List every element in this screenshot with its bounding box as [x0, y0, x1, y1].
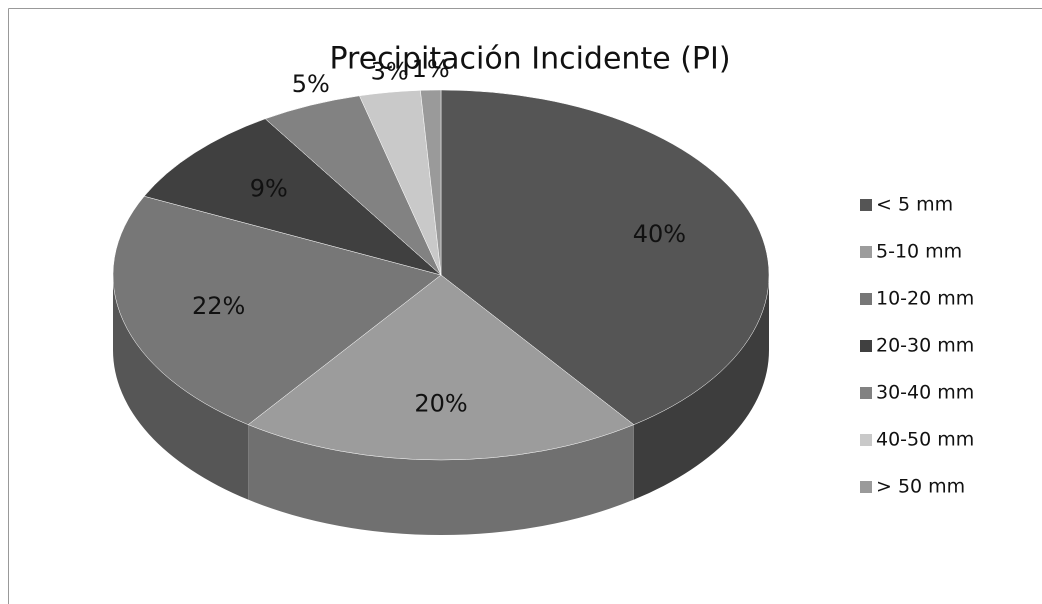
- slice: [143, 118, 442, 276]
- legend-swatch: [860, 387, 872, 399]
- pie-labels: 40% 20% 22% 9% 5% 3% 1%: [192, 55, 686, 417]
- legend-label: > 50 mm: [876, 476, 965, 498]
- legend-label: 10-20 mm: [876, 288, 974, 310]
- slice-side: [633, 275, 769, 500]
- slice: [247, 274, 635, 461]
- slice: [420, 89, 442, 276]
- legend-swatch: [860, 434, 872, 446]
- legend-label: 30-40 mm: [876, 382, 974, 404]
- data-label: 3%: [371, 57, 409, 85]
- data-label: 20%: [414, 390, 467, 418]
- data-label: 9%: [250, 174, 288, 202]
- data-label: 1%: [412, 55, 450, 83]
- legend: < 5 mm 5-10 mm 10-20 mm 20-30 mm 30-40 mm 40-…: [860, 194, 974, 498]
- slice-side: [113, 275, 249, 500]
- legend-label: 20-30 mm: [876, 335, 974, 357]
- legend-swatch: [860, 293, 872, 305]
- legend-swatch: [860, 199, 872, 211]
- data-label: 5%: [292, 70, 330, 98]
- data-label: 22%: [192, 292, 245, 320]
- legend-label: 5-10 mm: [876, 241, 962, 263]
- legend-label: < 5 mm: [876, 194, 953, 216]
- data-label: 40%: [633, 220, 686, 248]
- slice: [440, 89, 770, 425]
- chart-title: Precipitación Incidente (PI): [329, 42, 730, 77]
- legend-swatch: [860, 481, 872, 493]
- pie-tops: [112, 89, 770, 461]
- legend-label: 40-50 mm: [876, 429, 974, 451]
- legend-swatch: [860, 340, 872, 352]
- legend-swatch: [860, 246, 872, 258]
